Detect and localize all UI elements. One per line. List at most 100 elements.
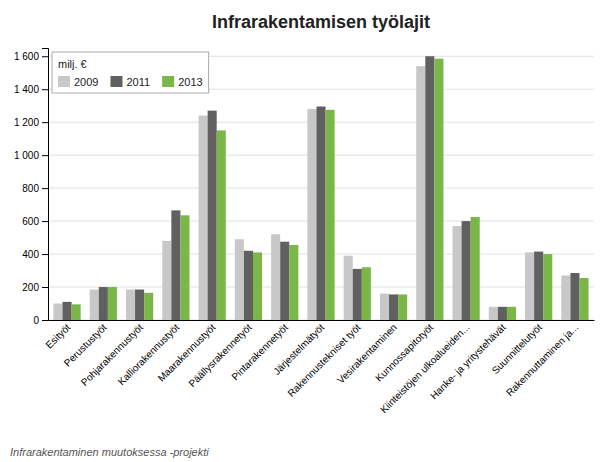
bar	[244, 251, 253, 320]
x-tick: Rakennuttaminen ja...	[504, 320, 581, 398]
y-tick: 800	[22, 183, 48, 194]
x-tick-label: Kalliorakennustyöt	[116, 321, 182, 387]
bar	[326, 110, 335, 320]
x-tick: Vesirakentaminen	[335, 320, 399, 386]
bar-series	[63, 56, 580, 320]
y-tick-label: 400	[22, 249, 39, 260]
bar	[353, 269, 362, 320]
bar	[344, 256, 353, 320]
y-tick-mark	[42, 221, 48, 222]
legend: milj. € 2009 2011 2013	[52, 52, 209, 93]
y-tick-label: 1 600	[14, 51, 39, 62]
bar	[543, 254, 552, 320]
bar	[72, 304, 81, 320]
y-tick-mark	[42, 155, 48, 156]
x-tick: Pohjarakennustyöt	[79, 320, 146, 388]
grid	[48, 56, 594, 320]
legend-label: 2011	[126, 76, 150, 88]
legend-swatch	[162, 76, 174, 87]
y-axis: 0 200 400 600 800 1 000 1 200 1 400 1 600	[14, 49, 49, 326]
x-tick-label: Esityöt	[43, 321, 72, 350]
bar	[489, 307, 498, 320]
bar	[180, 215, 189, 320]
chart: 0 200 400 600 800 1 000 1 200 1 400 1 600 Esityöt…	[0, 0, 608, 462]
bar	[316, 107, 325, 320]
bar-series	[72, 59, 589, 320]
plot: 0 200 400 600 800 1 000 1 200 1 400 1 600 Esityöt…	[14, 49, 595, 416]
legend-swatch	[58, 76, 70, 87]
bar	[90, 290, 99, 320]
bar	[126, 290, 135, 320]
y-tick: 1 400	[14, 84, 48, 95]
bar	[235, 239, 244, 320]
bar	[162, 241, 171, 320]
bars	[53, 56, 588, 320]
x-tick-label: Pohjarakennustyöt	[79, 321, 146, 388]
bar	[199, 116, 208, 320]
bar	[398, 294, 407, 320]
bar	[135, 290, 144, 320]
x-tick-label: Rakennuttaminen ja...	[504, 322, 581, 399]
bar	[434, 59, 443, 320]
y-tick-mark	[42, 89, 48, 90]
bar	[53, 304, 62, 320]
y-tick-mark	[42, 254, 48, 255]
bar	[561, 275, 570, 320]
bar	[471, 217, 480, 320]
bar	[453, 226, 462, 320]
x-tick: Kalliorakennustyöt	[116, 320, 182, 387]
bar	[416, 66, 425, 320]
y-tick-label: 1 400	[14, 84, 39, 95]
bar	[108, 287, 117, 320]
y-tick-label: 1 200	[14, 117, 39, 128]
legend-label: 2013	[178, 76, 202, 88]
y-tick-mark	[42, 122, 48, 123]
y-tick: 600	[22, 216, 48, 227]
bar	[217, 130, 226, 320]
legend-label: 2009	[74, 76, 98, 88]
y-tick-mark	[42, 320, 48, 321]
y-tick: 200	[22, 282, 48, 293]
bar-series	[53, 66, 570, 320]
legend-swatch	[110, 76, 122, 87]
title: Infrarakentamisen työlajit	[212, 12, 430, 32]
bar	[462, 221, 471, 320]
legend-title: milj. €	[58, 58, 87, 70]
bar	[307, 109, 316, 320]
y-tick-label: 600	[22, 216, 39, 227]
x-axis-line	[49, 320, 595, 321]
bar	[389, 294, 398, 320]
x-tick: Rakennustekniset työt	[285, 320, 363, 399]
legend-box	[52, 52, 209, 93]
y-tick: 1 200	[14, 117, 48, 128]
bar	[208, 111, 217, 320]
bar	[380, 294, 389, 320]
x-tick: Päällysrakennetyöt	[186, 320, 254, 389]
y-tick-mark	[42, 56, 48, 57]
bar	[171, 210, 180, 320]
y-tick: 1 000	[14, 150, 48, 161]
bar	[144, 293, 153, 320]
bar	[425, 56, 434, 320]
x-axis: EsityötPerustustyötPohjarakennustyötKall…	[43, 320, 594, 415]
y-tick-label: 0	[33, 315, 39, 326]
bar	[99, 287, 108, 320]
y-tick-label: 1 000	[14, 150, 39, 161]
bar	[63, 302, 72, 320]
y-tick: 0	[33, 315, 48, 326]
bar	[289, 245, 298, 320]
y-axis-line	[42, 49, 49, 321]
bar	[498, 307, 507, 320]
y-tick: 1 600	[14, 51, 48, 62]
bar	[570, 273, 579, 320]
y-tick-label: 800	[22, 183, 39, 194]
bar	[362, 267, 371, 320]
y-tick-mark	[42, 287, 48, 288]
y-tick-mark	[42, 188, 48, 189]
x-tick: Esityöt	[43, 320, 72, 351]
bar	[534, 252, 543, 320]
x-tick-label: Päällysrakennetyöt	[186, 321, 254, 389]
bar	[507, 307, 516, 320]
bar	[525, 252, 534, 320]
y-tick: 400	[22, 249, 48, 260]
